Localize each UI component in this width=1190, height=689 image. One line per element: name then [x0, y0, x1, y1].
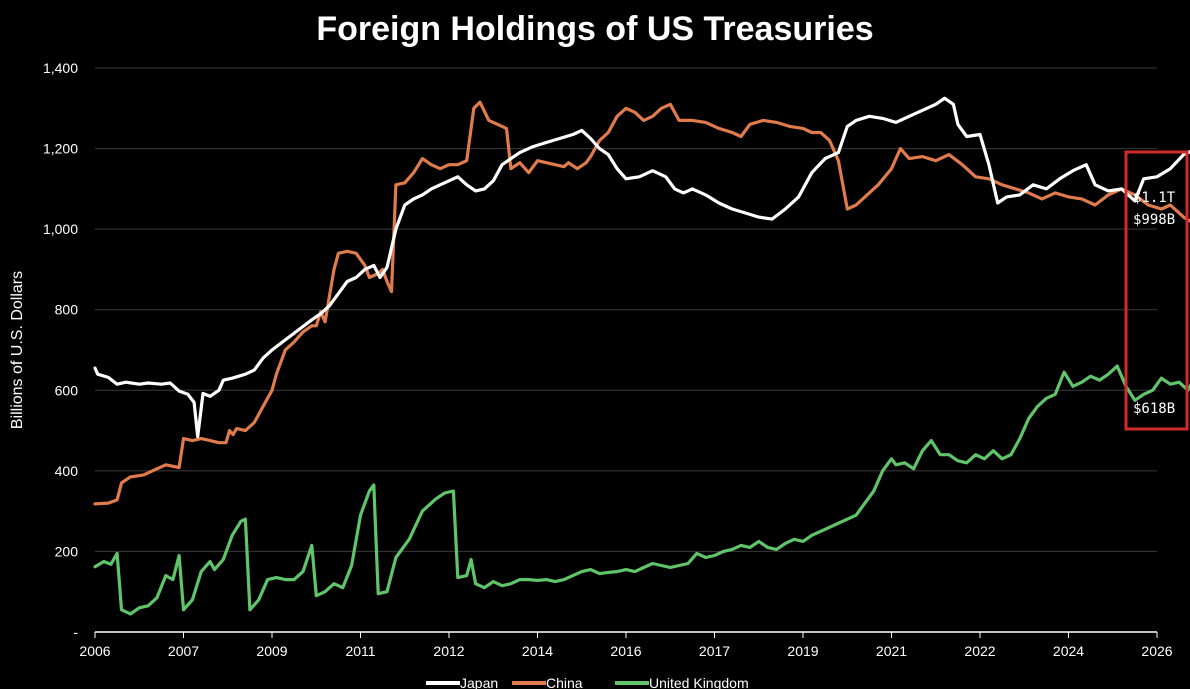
y-tick-label: 800 [55, 302, 79, 318]
annotation-uk: $998B [1133, 212, 1175, 228]
annotation-japan: $1.1T [1133, 190, 1176, 206]
legend-label-japan: Japan [460, 675, 498, 689]
y-tick-label: 1,400 [43, 60, 78, 76]
y-tick-label: 1,200 [43, 141, 78, 157]
x-tick-label: 2026 [1141, 643, 1172, 659]
x-axis-ticks: 2006 2007 2009 2011 2012 2014 2016 2017 2019 2021… [79, 632, 1173, 659]
y-tick-label: - [73, 624, 78, 640]
chart-title: Foreign Holdings of US Treasuries [316, 10, 874, 48]
y-tick-label: 200 [55, 543, 79, 559]
grid-lines [95, 67, 1157, 552]
legend-label-china: China [546, 675, 583, 689]
x-tick-label: 2007 [168, 643, 199, 659]
y-axis-label: Billions of U.S. Dollars [9, 271, 26, 429]
x-tick-label: 2022 [964, 643, 995, 659]
x-tick-label: 2011 [345, 643, 375, 659]
y-tick-label: 600 [55, 382, 79, 398]
y-axis-ticks: - 200 400 600 800 1,000 1,200 1,400 [43, 60, 78, 640]
legend: Japan China United Kingdom [426, 675, 749, 689]
x-tick-label: 2009 [256, 643, 287, 659]
x-tick-label: 2017 [699, 643, 730, 659]
x-tick-label: 2021 [876, 643, 907, 659]
series-lines [93, 96, 1190, 616]
annotation-china: $618B [1133, 401, 1175, 417]
x-tick-label: 2024 [1053, 643, 1084, 659]
y-tick-label: 1,000 [43, 221, 78, 237]
x-tick-label: 2014 [522, 643, 553, 659]
series-line-china [93, 100, 1190, 506]
x-tick-label: 2016 [610, 643, 641, 659]
series-line-united-kingdom [93, 364, 1190, 616]
x-tick-label: 2006 [79, 643, 110, 659]
y-tick-label: 400 [55, 463, 79, 479]
series-line-japan [93, 96, 1190, 439]
legend-label-united-kingdom: United Kingdom [649, 675, 749, 689]
x-tick-label: 2012 [433, 643, 464, 659]
highlight-box [1124, 150, 1189, 431]
x-tick-label: 2019 [787, 643, 818, 659]
